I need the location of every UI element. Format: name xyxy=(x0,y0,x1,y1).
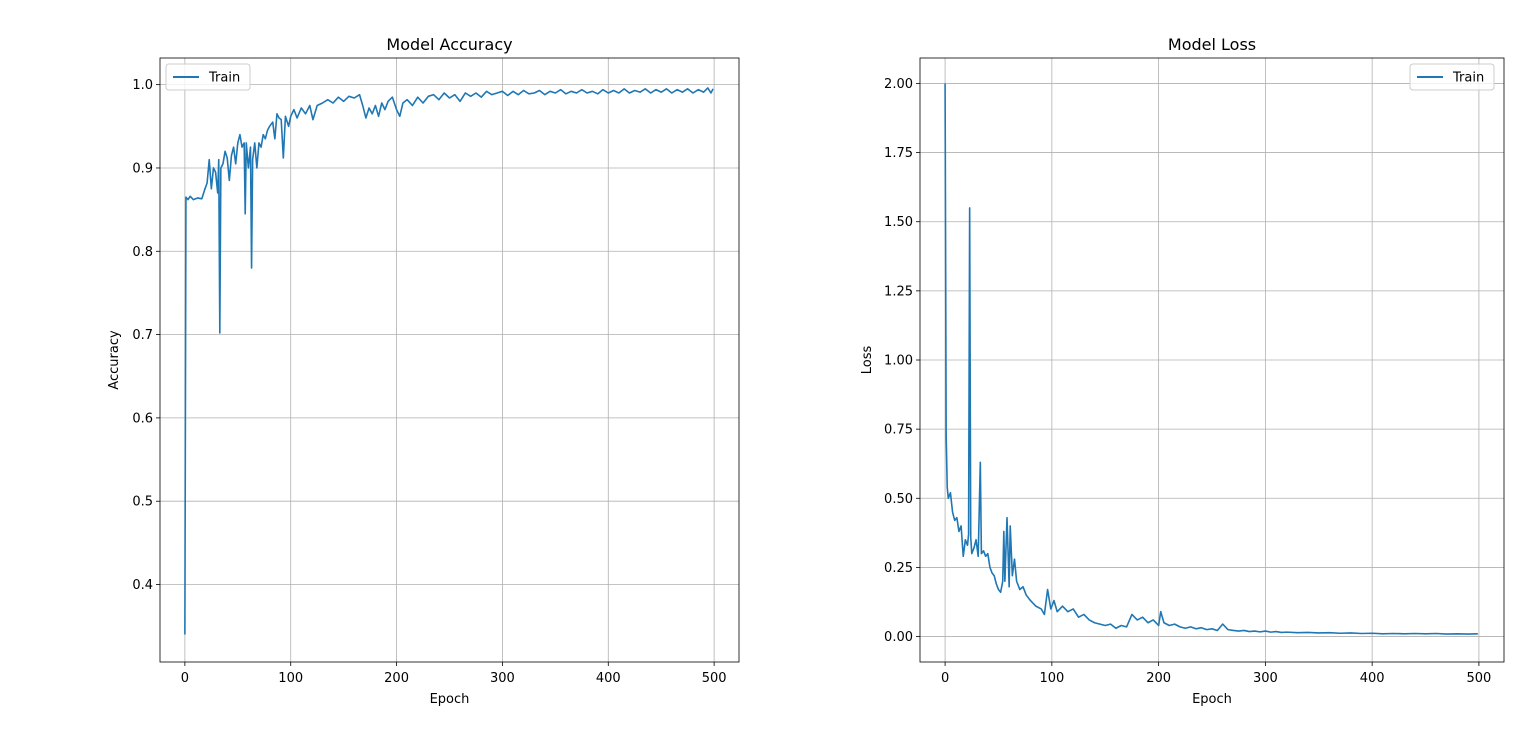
y-tick-label: 1.0 xyxy=(132,78,153,93)
x-tick-label: 400 xyxy=(596,671,621,686)
x-tick-label: 100 xyxy=(1039,671,1064,686)
legend-box xyxy=(165,63,251,91)
legend-label: Train xyxy=(208,71,240,86)
y-tick-label: 0.4 xyxy=(132,578,153,593)
y-tick-label: 0.00 xyxy=(884,630,913,645)
y-tick-label: 0.5 xyxy=(132,495,153,510)
x-tick-label: 200 xyxy=(1146,671,1171,686)
legend: Train xyxy=(165,63,251,91)
y-tick-label: 0.25 xyxy=(884,561,913,576)
x-tick-label: 300 xyxy=(1253,671,1278,686)
x-tick-label: 500 xyxy=(702,671,727,686)
y-tick-label: 1.50 xyxy=(884,215,913,230)
y-tick-label: 0.6 xyxy=(132,411,153,426)
x-axis-label: Epoch xyxy=(1192,692,1232,707)
legend: Train xyxy=(1409,63,1495,91)
y-tick-label: 1.25 xyxy=(884,284,913,299)
chart-title: Model Loss xyxy=(1168,35,1256,54)
loss-chart: 0 100 200 300 400 500 0.00 0.25 0.50 0.75 1.00 1.25… xyxy=(860,35,1505,707)
y-tick-label: 0.7 xyxy=(132,328,153,343)
y-tick-label: 1.75 xyxy=(884,146,913,161)
x-tick-label: 200 xyxy=(384,671,409,686)
y-axis-label: Accuracy xyxy=(107,330,122,390)
x-tick-label: 500 xyxy=(1466,671,1491,686)
chart-title: Model Accuracy xyxy=(386,35,512,54)
accuracy-chart: 0 100 200 300 400 500 0.4 0.5 0.6 0.7 0.8 0.9 1.0 Mod… xyxy=(107,35,740,707)
y-tick-label: 0.8 xyxy=(132,245,153,260)
x-tick-label: 100 xyxy=(278,671,303,686)
y-axis-label: Loss xyxy=(860,346,875,375)
series-line-train xyxy=(184,87,714,635)
y-tick-label: 0.9 xyxy=(132,161,153,176)
x-tick-label: 400 xyxy=(1360,671,1385,686)
x-tick-label: 300 xyxy=(490,671,515,686)
x-tick-label: 0 xyxy=(181,671,189,686)
y-tick-label: 2.00 xyxy=(884,77,913,92)
x-axis-label: Epoch xyxy=(430,692,470,707)
legend-label: Train xyxy=(1452,71,1484,86)
y-tick-label: 0.50 xyxy=(884,492,913,507)
x-tick-label: 0 xyxy=(941,671,949,686)
y-tick-label: 0.75 xyxy=(884,423,913,438)
axes-frame xyxy=(159,57,740,663)
series-line-train xyxy=(944,83,1478,635)
legend-box xyxy=(1409,63,1495,91)
y-tick-label: 1.00 xyxy=(884,354,913,369)
